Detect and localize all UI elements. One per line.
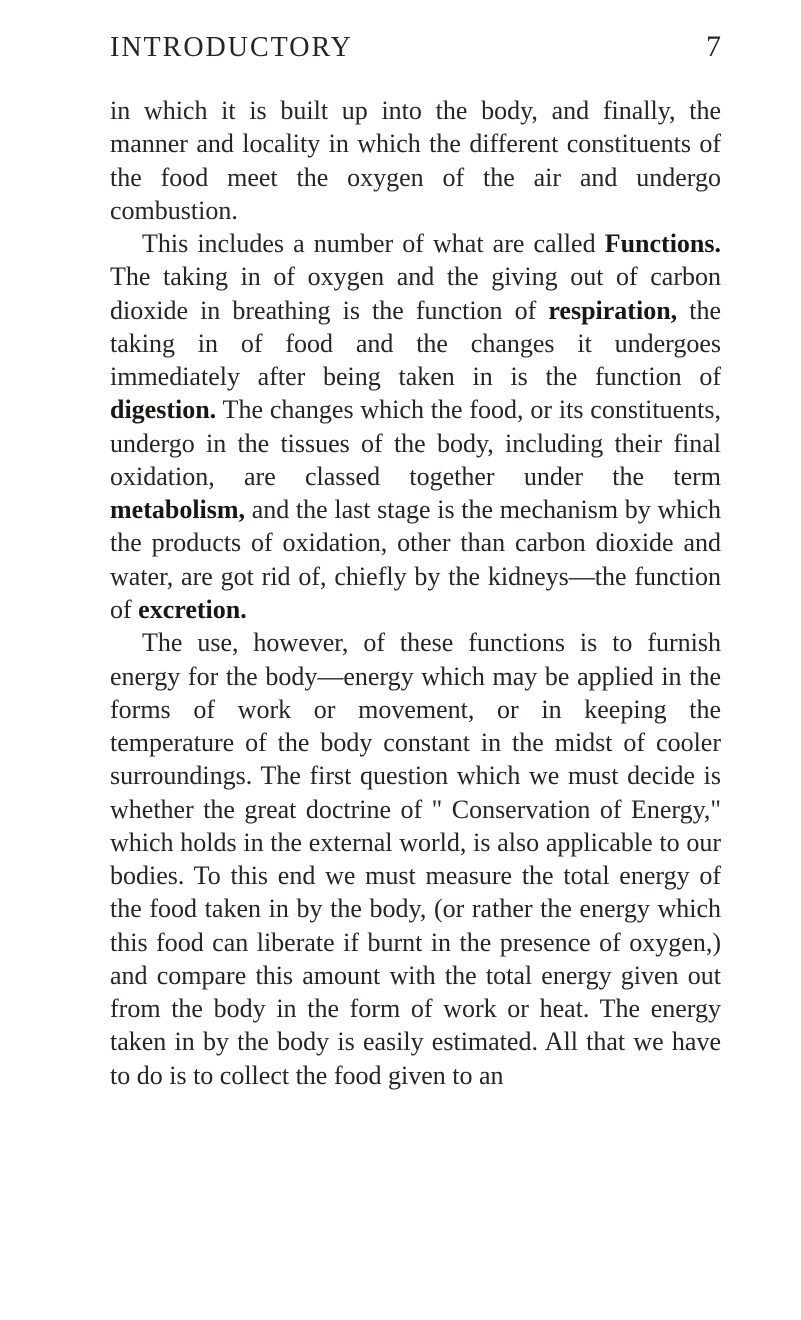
bold-respiration: respiration, xyxy=(548,296,677,325)
bold-excretion: excretion. xyxy=(138,595,247,624)
bold-digestion: digestion. xyxy=(110,395,216,424)
body-text: in which it is built up into the body, a… xyxy=(110,94,721,1092)
text-run: This includes a number of what are calle… xyxy=(142,229,605,258)
paragraph-3: The use, however, of these functions is … xyxy=(110,626,721,1092)
page-container: INTRODUCTORY 7 in which it is built up i… xyxy=(0,0,801,1320)
paragraph-2: This includes a number of what are calle… xyxy=(110,227,721,626)
paragraph-1: in which it is built up into the body, a… xyxy=(110,94,721,227)
page-header: INTRODUCTORY 7 xyxy=(110,30,721,64)
bold-metabolism: metabolism, xyxy=(110,495,245,524)
bold-functions: Functions. xyxy=(605,229,721,258)
page-number: 7 xyxy=(706,30,721,64)
header-title: INTRODUCTORY xyxy=(110,32,353,64)
